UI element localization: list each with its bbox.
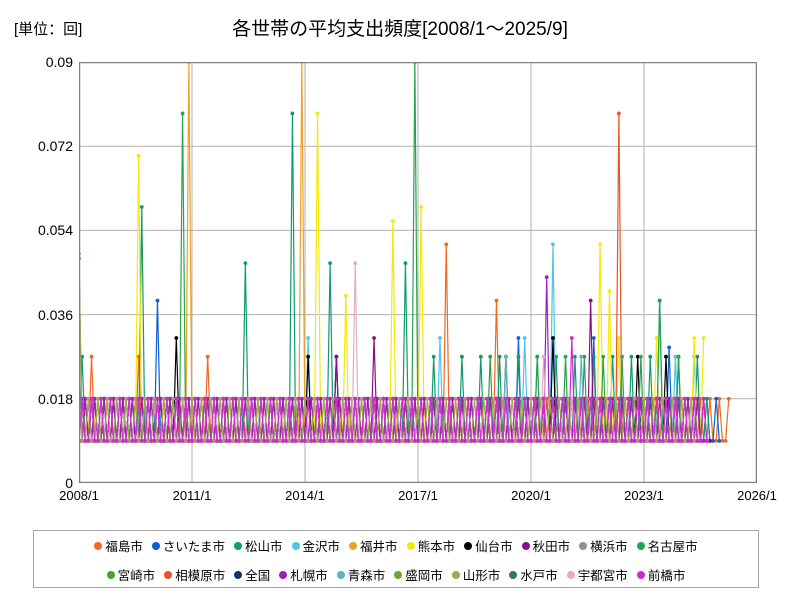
chart-series <box>79 251 700 443</box>
legend-color-swatch <box>451 570 460 579</box>
legend-item-全国[interactable]: 全国 <box>234 565 270 584</box>
x-axis-tick-label: 2008/1 <box>59 488 99 503</box>
legend-item-札幌市[interactable]: 札幌市 <box>279 565 328 584</box>
legend-label: 福島市 <box>105 540 143 554</box>
legend-color-swatch <box>164 570 173 579</box>
legend-color-swatch <box>636 570 645 579</box>
legend-item-熊本市[interactable]: 熊本市 <box>406 536 456 555</box>
legend-item-仙台市[interactable]: 仙台市 <box>464 536 513 555</box>
x-axis-tick-label: 2017/1 <box>398 488 438 503</box>
legend-label: 名古屋市 <box>647 540 698 554</box>
legend-color-swatch <box>521 541 530 550</box>
legend-item-青森市[interactable]: 青森市 <box>336 565 386 584</box>
chart-legend: 福島市 さいたま市 松山市 金沢市 福井市 熊本市 仙台市 秋田市 横浜市 名古屋市 宮崎市 相模原… <box>33 530 759 588</box>
y-axis-tick-label: 0.09 <box>45 54 73 70</box>
y-axis-tick-label: 0.072 <box>37 138 73 155</box>
legend-label: 盛岡市 <box>405 569 443 583</box>
legend-item-横浜市[interactable]: 横浜市 <box>579 536 628 555</box>
chart-canvas <box>79 62 757 483</box>
chart-series <box>79 111 706 443</box>
legend-item-前橋市[interactable]: 前橋市 <box>636 565 686 584</box>
legend-color-swatch <box>349 541 358 550</box>
legend-label: 山形市 <box>462 569 501 583</box>
legend-color-swatch <box>464 541 473 550</box>
legend-item-山形市[interactable]: 山形市 <box>451 565 501 584</box>
legend-item-福島市[interactable]: 福島市 <box>94 536 143 555</box>
legend-label: 宮崎市 <box>117 569 156 583</box>
legend-color-swatch <box>406 541 415 550</box>
legend-item-さいたま市[interactable]: さいたま市 <box>151 536 226 555</box>
legend-label: 水戸市 <box>520 569 558 583</box>
x-axis-tick-label: 2014/1 <box>285 488 325 503</box>
x-axis-tick-label: 2011/1 <box>172 488 212 503</box>
legend-color-swatch <box>279 570 288 579</box>
x-axis-tick-label: 2023/1 <box>624 488 664 503</box>
y-axis-tick-label: 0.054 <box>37 222 73 239</box>
y-axis-tick-label: 0.036 <box>37 306 73 323</box>
legend-label: 福井市 <box>360 540 398 554</box>
legend-label: 松山市 <box>245 540 283 554</box>
y-axis-labels: 0 0.018 0.036 0.054 0.072 0.09 <box>0 0 73 600</box>
legend-color-swatch <box>509 570 518 579</box>
y-axis-tick-label: 0.018 <box>37 390 73 407</box>
legend-item-松山市[interactable]: 松山市 <box>234 536 283 555</box>
x-axis-tick-label: 2020/1 <box>511 488 551 503</box>
x-axis-tick-label: 2026/1 <box>737 488 777 503</box>
legend-item-水戸市[interactable]: 水戸市 <box>509 565 558 584</box>
legend-item-相模原市[interactable]: 相模原市 <box>164 565 225 584</box>
legend-label: 相模原市 <box>175 569 226 583</box>
legend-label: 宇都宮市 <box>577 569 628 583</box>
legend-row: 福島市 さいたま市 松山市 金沢市 福井市 熊本市 仙台市 秋田市 横浜市 名古屋市 <box>34 531 758 560</box>
legend-color-swatch <box>636 541 645 550</box>
legend-label: 金沢市 <box>302 540 341 554</box>
legend-item-福井市[interactable]: 福井市 <box>349 536 398 555</box>
chart-series <box>79 336 709 443</box>
legend-item-秋田市[interactable]: 秋田市 <box>521 536 571 555</box>
y-axis-tick-label: 0 <box>65 475 73 491</box>
legend-color-swatch <box>394 570 403 579</box>
legend-color-swatch <box>151 541 160 550</box>
legend-color-swatch <box>336 570 345 579</box>
legend-label: 青森市 <box>347 569 386 583</box>
legend-label: 前橋市 <box>647 569 686 583</box>
legend-label: 全国 <box>245 569 271 583</box>
plot-area <box>79 62 757 483</box>
legend-color-swatch <box>94 541 103 550</box>
legend-label: 熊本市 <box>417 540 456 554</box>
legend-item-名古屋市[interactable]: 名古屋市 <box>636 536 698 555</box>
legend-label: さいたま市 <box>162 540 226 554</box>
legend-color-swatch <box>234 541 243 550</box>
legend-color-swatch <box>106 570 115 579</box>
legend-item-金沢市[interactable]: 金沢市 <box>291 536 341 555</box>
legend-item-盛岡市[interactable]: 盛岡市 <box>394 565 443 584</box>
unit-label: [単位：回] <box>14 21 83 38</box>
legend-color-swatch <box>566 570 575 579</box>
legend-color-swatch <box>291 541 300 550</box>
legend-row: 宮崎市 相模原市 全国 札幌市 青森市 盛岡市 山形市 水戸市 宇都宮市 前橋市 <box>34 560 758 589</box>
legend-label: 仙台市 <box>475 540 513 554</box>
legend-label: 横浜市 <box>590 540 628 554</box>
legend-item-宇都宮市[interactable]: 宇都宮市 <box>566 565 628 584</box>
legend-color-swatch <box>234 570 243 579</box>
legend-label: 秋田市 <box>532 540 571 554</box>
chart-title: 各世帯の平均支出頻度[2008/1～2025/9] <box>232 19 568 40</box>
legend-color-swatch <box>579 541 588 550</box>
legend-item-宮崎市[interactable]: 宮崎市 <box>106 565 156 584</box>
legend-label: 札幌市 <box>290 569 328 583</box>
